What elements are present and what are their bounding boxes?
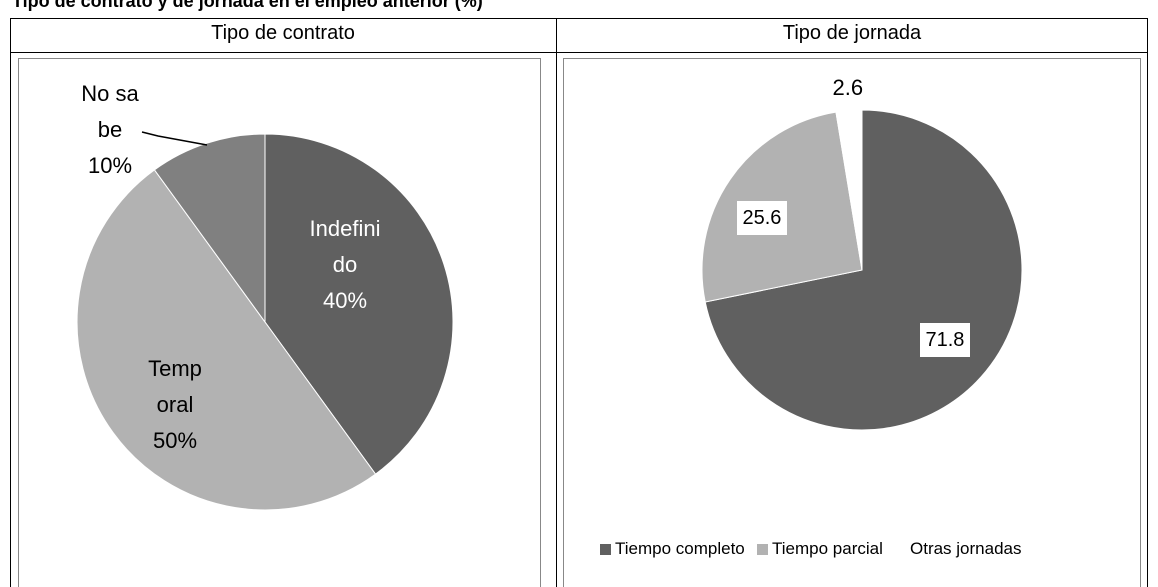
slice-label: 71.8	[919, 323, 971, 357]
legend-swatch	[895, 543, 906, 555]
slice-category: Temporal	[148, 356, 202, 417]
legend-label: Tiempo parcial	[772, 539, 883, 558]
slice-label: 2.6	[832, 75, 864, 100]
slice-value: 40%	[322, 288, 368, 313]
legend-item: Tiempo parcial	[757, 539, 883, 559]
legend-label: Otras jornadas	[910, 539, 1022, 558]
pie-slice	[153, 133, 266, 324]
slice-category: Indefinido	[309, 216, 381, 277]
pie-slice	[76, 169, 377, 511]
slice-value: 50%	[152, 428, 198, 453]
legend-item: Otras jornadas	[895, 539, 1022, 559]
slice-label: 25.6	[736, 201, 788, 235]
slice-label: Indefinido 40%	[309, 211, 381, 319]
pie-slice	[264, 133, 454, 475]
leader-line	[141, 131, 208, 146]
table-border	[10, 18, 1148, 587]
chart-border	[18, 58, 541, 587]
slice-category: No sabe	[81, 81, 139, 142]
chart-title: Tipo de jornada	[782, 22, 922, 44]
legend-swatch	[600, 543, 611, 555]
legend-label: Tiempo completo	[615, 539, 745, 558]
chart-border	[563, 58, 1141, 587]
legend-item: Tiempo completo	[600, 539, 745, 559]
legend-swatch	[757, 543, 768, 555]
slice-value: 10%	[87, 153, 133, 178]
chart-title: Tipo de contrato	[211, 22, 355, 44]
slice-label: Temporal 50%	[142, 351, 208, 459]
slice-label: No sabe 10%	[77, 76, 143, 184]
pie-slice	[835, 109, 863, 271]
document-title: Tipo de contrato y de jornada en el empl…	[12, 0, 483, 11]
